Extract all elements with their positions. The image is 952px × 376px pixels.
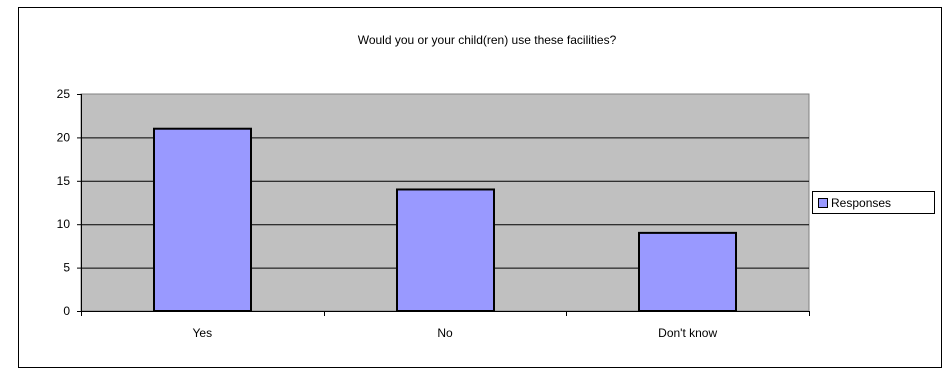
y-tick-labels: 0 5 10 15 20 25 (57, 87, 71, 318)
y-tick-label: 20 (57, 130, 71, 144)
bars (153, 127, 737, 313)
x-tick-label: Yes (193, 326, 213, 340)
y-tick-label: 15 (57, 174, 71, 188)
y-tick-label: 25 (57, 87, 71, 101)
bar (638, 231, 737, 313)
x-tick-label: No (437, 326, 453, 340)
legend-swatch (818, 197, 828, 208)
x-tick-label: Don't know (658, 326, 717, 340)
y-tick-label: 10 (57, 217, 71, 231)
chart-title: Would you or your child(ren) use these f… (358, 33, 617, 47)
bar (396, 188, 495, 312)
x-tick-labels: Yes No Don't know (193, 326, 718, 340)
y-tick-label: 0 (63, 304, 70, 318)
y-tick-label: 5 (63, 261, 70, 275)
bar (153, 127, 252, 312)
axes (77, 94, 810, 316)
legend-label: Responses (831, 195, 892, 210)
legend: Responses (812, 191, 935, 214)
